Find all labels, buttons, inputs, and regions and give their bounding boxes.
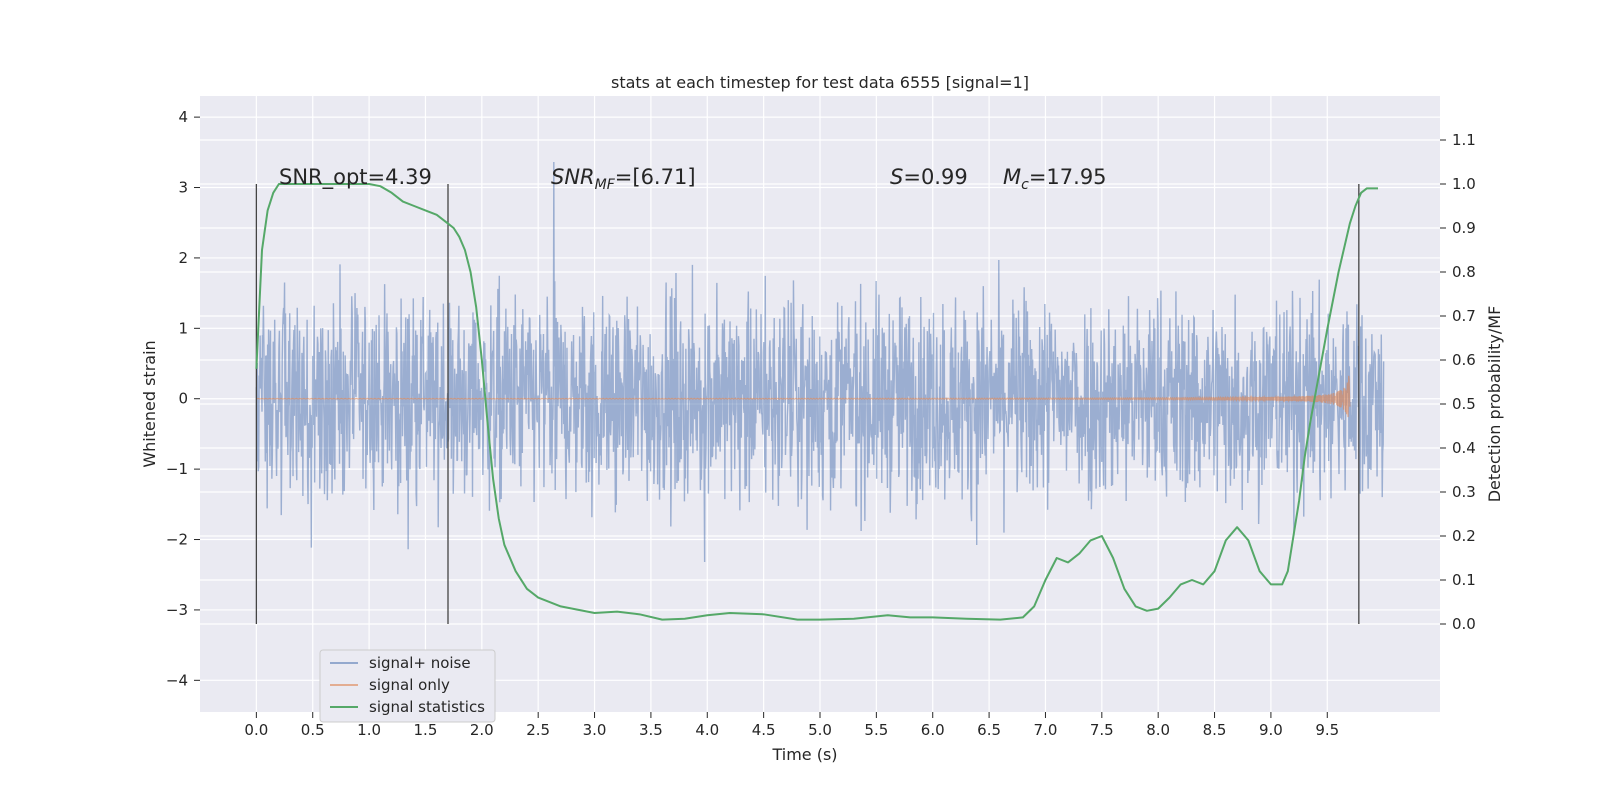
x-tick-label: 3.0 [583,721,607,739]
y-right-tick-label: 0.2 [1452,527,1476,545]
legend-label-signal-only: signal only [369,676,450,694]
x-axis-ticks: 0.0 0.5 1.0 1.5 2.0 2.5 3.0 3.5 4.0 4.5 5.0 5.5 6.0 6… [244,712,1339,739]
x-tick-label: 4.0 [695,721,719,739]
x-axis-label: Time (s) [771,745,837,764]
y-tick-label: −1 [166,460,188,478]
x-tick-label: 5.5 [864,721,888,739]
x-tick-label: 1.5 [414,721,438,739]
y-right-tick-label: 0.9 [1452,219,1476,237]
legend: signal+ noise signal only signal statist… [319,649,496,723]
y-tick-label: −2 [166,531,188,549]
y-right-tick-label: 0.5 [1452,395,1476,413]
chart-title: stats at each timestep for test data 655… [611,73,1029,92]
y-right-tick-label: 0.0 [1452,615,1476,633]
x-tick-label: 9.5 [1315,721,1339,739]
y-tick-label: −4 [166,671,188,689]
x-tick-label: 1.0 [357,721,381,739]
x-tick-label: 0.5 [301,721,325,739]
y-axis-left-ticks: 4 3 2 1 0 −1 −2 −3 −4 [166,108,200,689]
annotation-s: S=0.99 [890,165,968,189]
legend-label-signal-plus-noise: signal+ noise [369,654,471,672]
y-tick-label: 2 [178,249,188,267]
x-tick-label: 7.5 [1090,721,1114,739]
annotation-mc: Mc=17.95 [1003,165,1107,193]
x-tick-label: 6.0 [921,721,945,739]
y-right-tick-label: 0.8 [1452,263,1476,281]
y-right-tick-label: 1.1 [1452,131,1476,149]
x-tick-label: 6.5 [977,721,1001,739]
y-right-tick-label: 0.1 [1452,571,1476,589]
legend-frame [319,649,496,723]
y-tick-label: 0 [178,390,188,408]
y-right-tick-label: 0.4 [1452,439,1476,457]
y-tick-label: −3 [166,601,188,619]
y-tick-label: 1 [178,319,188,337]
x-tick-label: 8.0 [1146,721,1170,739]
y-axis-label: Whitened strain [140,340,159,467]
y-axis-right-ticks: 1.1 1.0 0.9 0.8 0.7 0.6 0.5 0.4 0.3 0.2 0.1 0.0 [1440,131,1476,633]
y-right-tick-label: 0.7 [1452,307,1476,325]
x-tick-label: 3.5 [639,721,663,739]
y-tick-label: 4 [178,108,188,126]
y-right-tick-label: 0.3 [1452,483,1476,501]
y-axis-right-label: Detection probability/MF [1485,306,1504,503]
y-tick-label: 3 [178,179,188,197]
chirp-trace [256,375,1351,418]
x-tick-label: 4.5 [752,721,776,739]
annotation-snr-opt: SNR_opt=4.39 [279,165,432,190]
x-tick-label: 0.0 [244,721,268,739]
x-tick-label: 2.0 [470,721,494,739]
vertical-markers [255,184,1360,624]
legend-label-signal-statistics: signal statistics [369,698,485,716]
x-tick-label: 8.5 [1203,721,1227,739]
series-signal-statistics [255,183,1378,621]
x-tick-label: 2.5 [526,721,550,739]
x-tick-label: 9.0 [1259,721,1283,739]
series-signal-plus-noise [255,161,1385,563]
y-right-tick-label: 0.6 [1452,351,1476,369]
statistics-line [255,183,1378,621]
annotation-snr-mf: SNRMF=[6.71] [551,165,696,193]
noise-trace [255,161,1385,563]
x-tick-label: 7.0 [1034,721,1058,739]
x-tick-label: 5.0 [808,721,832,739]
y-right-tick-label: 1.0 [1452,175,1476,193]
series-signal-only [256,375,1351,418]
